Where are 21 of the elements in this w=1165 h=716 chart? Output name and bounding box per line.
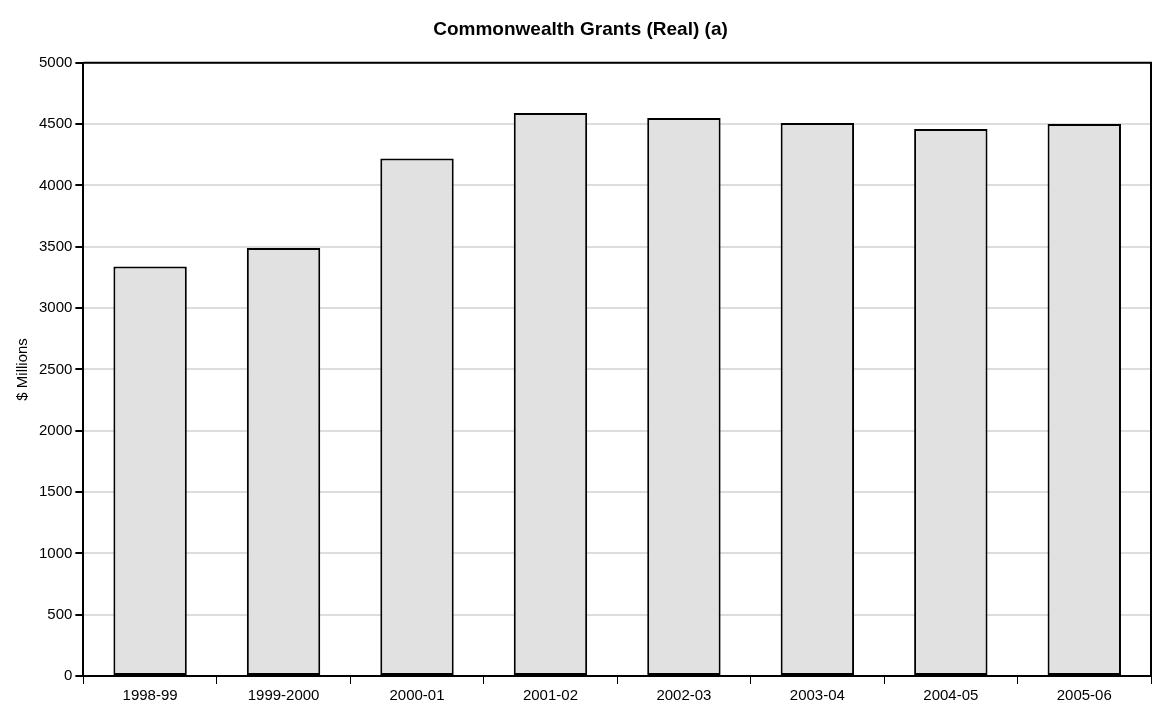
y-tick-label: 1000	[38, 543, 73, 561]
y-tick-label: 5000	[38, 52, 73, 70]
chart-title: Commonwealth Grants (Real) (a)	[433, 17, 728, 39]
x-tick-label: 1998-99	[122, 686, 178, 704]
y-tick-label: 4500	[38, 114, 73, 132]
y-tick-label: 4000	[38, 175, 73, 193]
y-tick-label: 2000	[38, 420, 73, 438]
x-tick-label: 2004-05	[923, 686, 979, 704]
y-tick-label: 2500	[38, 359, 73, 377]
x-tick-label: 2001-02	[522, 686, 578, 704]
y-axis-title: $ Millions	[13, 338, 31, 401]
x-tick-label: 1999-2000	[247, 686, 320, 704]
y-tick-label: 1500	[38, 482, 73, 500]
y-tick-label: 500	[47, 604, 73, 622]
y-tick-label: 0	[64, 666, 73, 684]
x-tick-label: 2003-04	[789, 686, 845, 704]
x-tick-label: 2002-03	[656, 686, 712, 704]
y-tick-label: 3500	[38, 236, 73, 254]
y-tick-label: 3000	[38, 298, 73, 316]
x-tick-label: 2005-06	[1056, 686, 1112, 704]
x-tick-label: 2000-01	[389, 686, 445, 704]
